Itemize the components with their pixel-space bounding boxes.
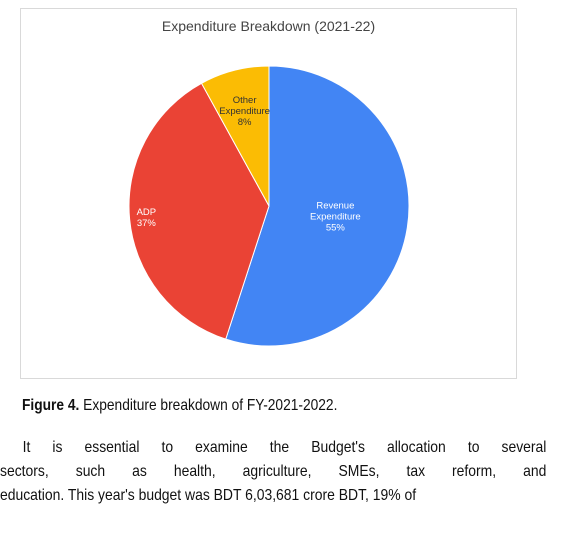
chart-title: Expenditure Breakdown (2021-22)	[161, 18, 376, 34]
figure-caption-text: Expenditure breakdown of FY-2021-2022.	[79, 397, 338, 414]
pie-chart: Revenue Expenditure 55% ADP 37% Other Expendit…	[128, 65, 410, 347]
pie-slice	[225, 65, 410, 347]
slice-label: Revenue Expenditure 55%	[310, 201, 361, 234]
figure-caption: Figure 4. Expenditure breakdown of FY-20…	[22, 397, 486, 415]
pie-slice	[200, 65, 270, 207]
body-paragraph: It is essential to examine the Budget's …	[0, 436, 546, 508]
chart-container: Expenditure Breakdown (2021-22) Revenue E…	[20, 8, 517, 379]
slice-label: Other Expenditure 8%	[219, 95, 270, 128]
figure-label: Figure 4.	[22, 397, 80, 414]
paragraph-line: sectors, such as health, agriculture, SM…	[0, 463, 547, 480]
paragraph-line: education. This year's budget was BDT 6,…	[0, 487, 417, 504]
slice-label: ADP 37%	[137, 207, 157, 229]
paragraph-line: It is essential to examine the Budget's …	[22, 439, 547, 456]
pie-slice	[128, 82, 270, 340]
